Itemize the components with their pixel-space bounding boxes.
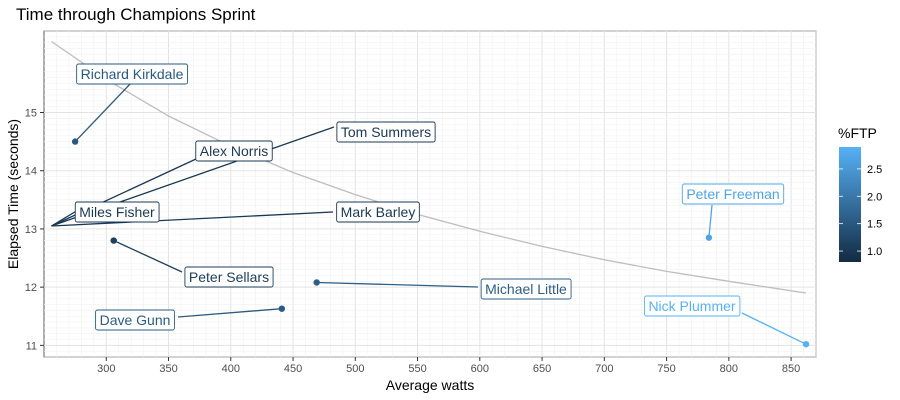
x-tick-label: 650 [533, 363, 551, 375]
label-box-frame [336, 121, 436, 143]
x-tick-label: 800 [720, 363, 738, 375]
leader-line [316, 281, 479, 288]
leader-line [74, 81, 133, 143]
x-tick-label: 750 [657, 363, 675, 375]
leader-line [51, 211, 334, 227]
point-label-box: Peter Freeman [681, 183, 785, 205]
x-axis: 300 350 400 450 500 550 600 650 700 750 800 850 [97, 357, 800, 375]
legend-tick-label: 1.0 [867, 246, 882, 258]
x-tick-label: 300 [97, 363, 115, 375]
point-label-box: Miles Fisher [74, 201, 160, 223]
color-legend: %FTP 1.0 1.5 2.0 2.5 [838, 125, 882, 262]
label-box-frame [76, 63, 189, 85]
label-box-frame [643, 295, 741, 317]
leader-line [113, 239, 183, 273]
point-label: Richard Kirkdale [81, 66, 184, 82]
legend-tick-label: 1.5 [867, 219, 882, 231]
x-tick-label: 600 [471, 363, 489, 375]
y-axis: 11 12 13 14 15 [25, 108, 44, 352]
point-label: Mark Barley [341, 204, 416, 220]
label-box-frame [95, 309, 175, 331]
point-label: Nick Plummer [648, 298, 735, 314]
label-box-frame [184, 266, 274, 288]
point-labels: Richard Kirkdale Alex Norris Tom Summers Mi… [74, 63, 785, 331]
y-tick-label: 13 [25, 224, 37, 236]
point-label-box: Peter Sellars [184, 266, 274, 288]
x-tick-label: 350 [159, 363, 177, 375]
x-tick-label: 850 [782, 363, 800, 375]
x-tick-label: 500 [346, 363, 364, 375]
label-box-frame [74, 201, 160, 223]
point-label-box: Richard Kirkdale [76, 63, 189, 85]
data-point [278, 305, 286, 312]
y-tick-label: 11 [26, 340, 37, 352]
chart-title: Time through Champions Sprint [16, 5, 256, 24]
y-axis-title: Elapsed Time (seconds) [5, 119, 21, 269]
point-label: Miles Fisher [79, 204, 155, 220]
point-label: Peter Freeman [686, 186, 779, 202]
point-label-box: Tom Summers [336, 121, 436, 143]
x-axis-title: Average watts [386, 377, 474, 393]
leader-line [708, 204, 713, 238]
leader-line [177, 308, 282, 318]
x-tick-label: 550 [408, 363, 426, 375]
point-label-box: Michael Little [480, 278, 572, 300]
legend-title: %FTP [838, 125, 877, 141]
leader-line [741, 312, 807, 345]
x-tick-label: 400 [222, 363, 240, 375]
data-point [802, 340, 810, 348]
point-label-box: Alex Norris [195, 140, 273, 162]
label-box-frame [336, 201, 420, 223]
point-label-box: Dave Gunn [95, 309, 175, 331]
data-point [110, 237, 117, 244]
point-label: Michael Little [485, 281, 567, 297]
legend-tick-label: 2.5 [867, 164, 882, 176]
point-label-box: Nick Plummer [643, 295, 741, 317]
legend-tick-label: 2.0 [867, 191, 882, 203]
x-tick-label: 450 [284, 363, 302, 375]
y-tick-label: 15 [25, 108, 37, 120]
point-label-box: Mark Barley [336, 201, 420, 223]
legend-colorbar [839, 147, 861, 262]
data-point [71, 138, 79, 145]
x-tick-label: 700 [595, 363, 613, 375]
y-tick-label: 14 [25, 166, 37, 178]
data-point [705, 234, 713, 241]
label-box-frame [480, 278, 572, 300]
y-tick-label: 12 [25, 282, 37, 294]
data-point [313, 279, 320, 286]
point-label: Dave Gunn [100, 312, 171, 328]
point-label: Alex Norris [200, 143, 268, 159]
label-box-frame [195, 140, 273, 162]
point-label: Tom Summers [341, 124, 431, 140]
label-box-frame [681, 183, 785, 205]
point-label: Peter Sellars [189, 269, 269, 285]
points [71, 138, 810, 348]
